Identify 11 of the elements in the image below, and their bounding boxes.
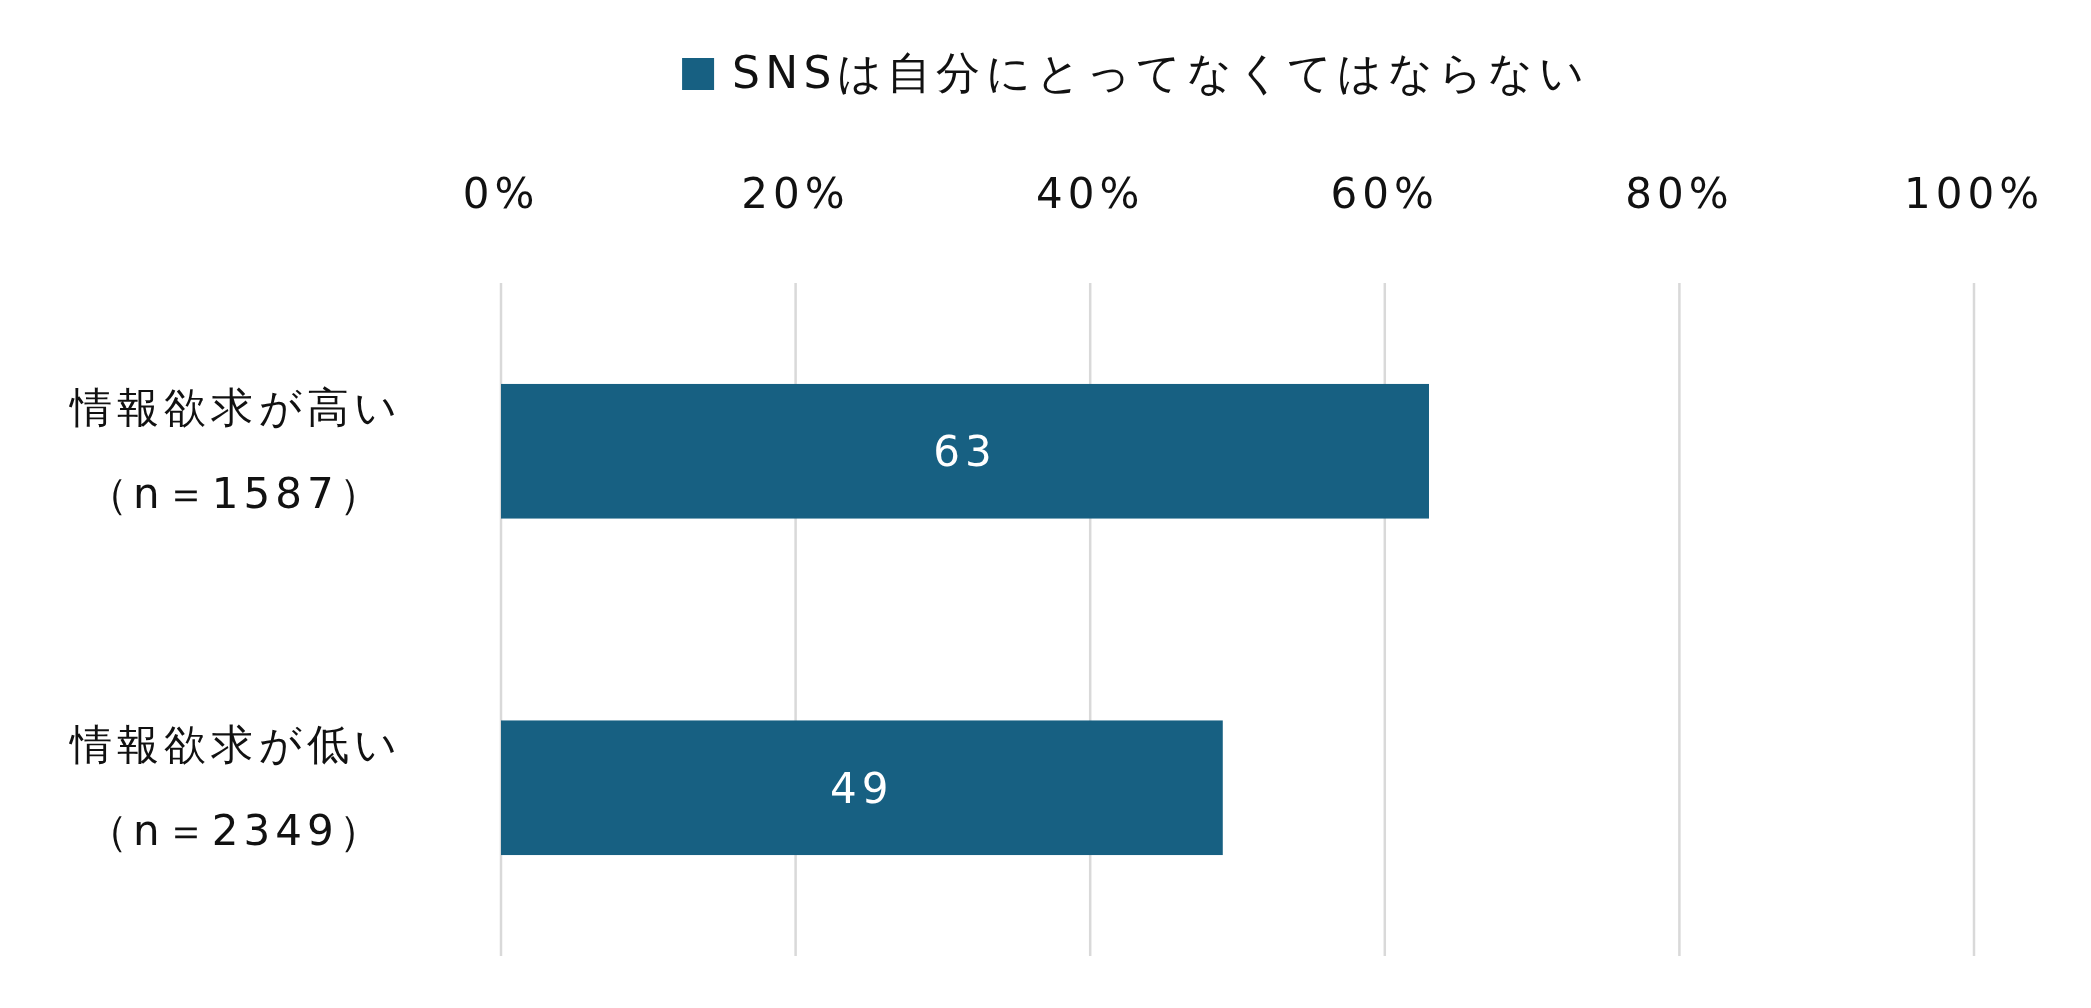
x-tick-label: 40% bbox=[1035, 169, 1145, 218]
y-tick-label: 情報欲求が高い（n＝1587） bbox=[68, 382, 403, 521]
x-tick-label: 20% bbox=[741, 169, 850, 218]
x-tick-label: 60% bbox=[1330, 169, 1440, 218]
data-label: 63 bbox=[933, 427, 997, 477]
data-label: 49 bbox=[830, 763, 894, 813]
x-tick-label: 0% bbox=[462, 169, 540, 218]
legend: SNSは自分にとってなくてはならない bbox=[682, 47, 1589, 98]
x-tick-label: 100% bbox=[1903, 169, 2045, 218]
x-tick-label: 80% bbox=[1625, 169, 1734, 218]
y-tick-label: 情報欲求が低い（n＝2349） bbox=[68, 718, 403, 857]
